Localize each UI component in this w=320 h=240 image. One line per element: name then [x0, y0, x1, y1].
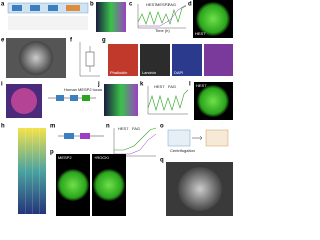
heatmap-grid [25, 128, 40, 214]
panel-letter: p [50, 150, 54, 156]
panel-letter: o [160, 124, 164, 130]
panel-letter: j [97, 82, 100, 88]
panel-letter: g [102, 38, 106, 44]
image-label: +ROCKi [94, 155, 109, 160]
image-label: Phalloidin [110, 70, 127, 75]
panel-letter: d [188, 2, 192, 8]
image [197, 85, 229, 117]
panel-letter: a [1, 2, 5, 8]
schematic [7, 2, 89, 30]
panel-letter: f [70, 38, 73, 44]
image [11, 88, 37, 114]
panel-letter: e [1, 38, 5, 44]
line-chart: HES7 FAG [113, 126, 157, 157]
panel-letter: n [106, 124, 110, 130]
panel-letter: l [189, 82, 191, 88]
panel-letter: i [1, 82, 3, 88]
line-chart: HES7 FAG [147, 84, 189, 115]
panel-letter: b [90, 2, 94, 8]
image [93, 169, 125, 201]
legend-label: HES7 [146, 2, 157, 7]
schematic-label: Centrifugation [170, 148, 195, 153]
axis-label: Time (h) [155, 28, 170, 33]
image-label: Laminin [142, 70, 156, 75]
image-label: DAPI [174, 70, 183, 75]
legend-label: FAG [168, 84, 176, 89]
panel-letter: h [1, 124, 5, 130]
panel-letter: c [129, 2, 133, 8]
heatmap [18, 128, 46, 214]
image [178, 167, 222, 211]
schematic-label: Human MESP2 locus [64, 87, 102, 92]
panel-letter: k [140, 82, 144, 88]
image [19, 41, 53, 75]
box-plot [79, 42, 100, 77]
kymograph [96, 2, 126, 32]
legend-label: FAG [132, 126, 140, 131]
schematic: Centrifugation [167, 129, 229, 153]
kymograph [104, 84, 138, 116]
legend-label: FAG [168, 2, 176, 7]
image [140, 44, 170, 76]
image-label: HES7 [196, 83, 207, 88]
legend-label: MESP2 [156, 2, 170, 7]
line-chart: HES7 MESP2 FAG Time (h) [137, 2, 187, 33]
schematic [58, 133, 104, 139]
legend-label: HES7 [154, 84, 165, 89]
panel-letter: m [50, 124, 55, 130]
figure: a b c HES7 MESP2 FAG Time (h) d HES7 e f… [1, 0, 233, 216]
schematic: Human MESP2 locus [48, 87, 102, 101]
image-label: HES7 [195, 31, 206, 36]
panel-letter: q [160, 158, 164, 164]
image [172, 44, 202, 76]
image [108, 44, 138, 76]
legend-label: HES7 [118, 126, 129, 131]
image-label: MESP2 [58, 155, 72, 160]
image [57, 169, 89, 201]
image [204, 44, 233, 76]
image [196, 2, 230, 36]
